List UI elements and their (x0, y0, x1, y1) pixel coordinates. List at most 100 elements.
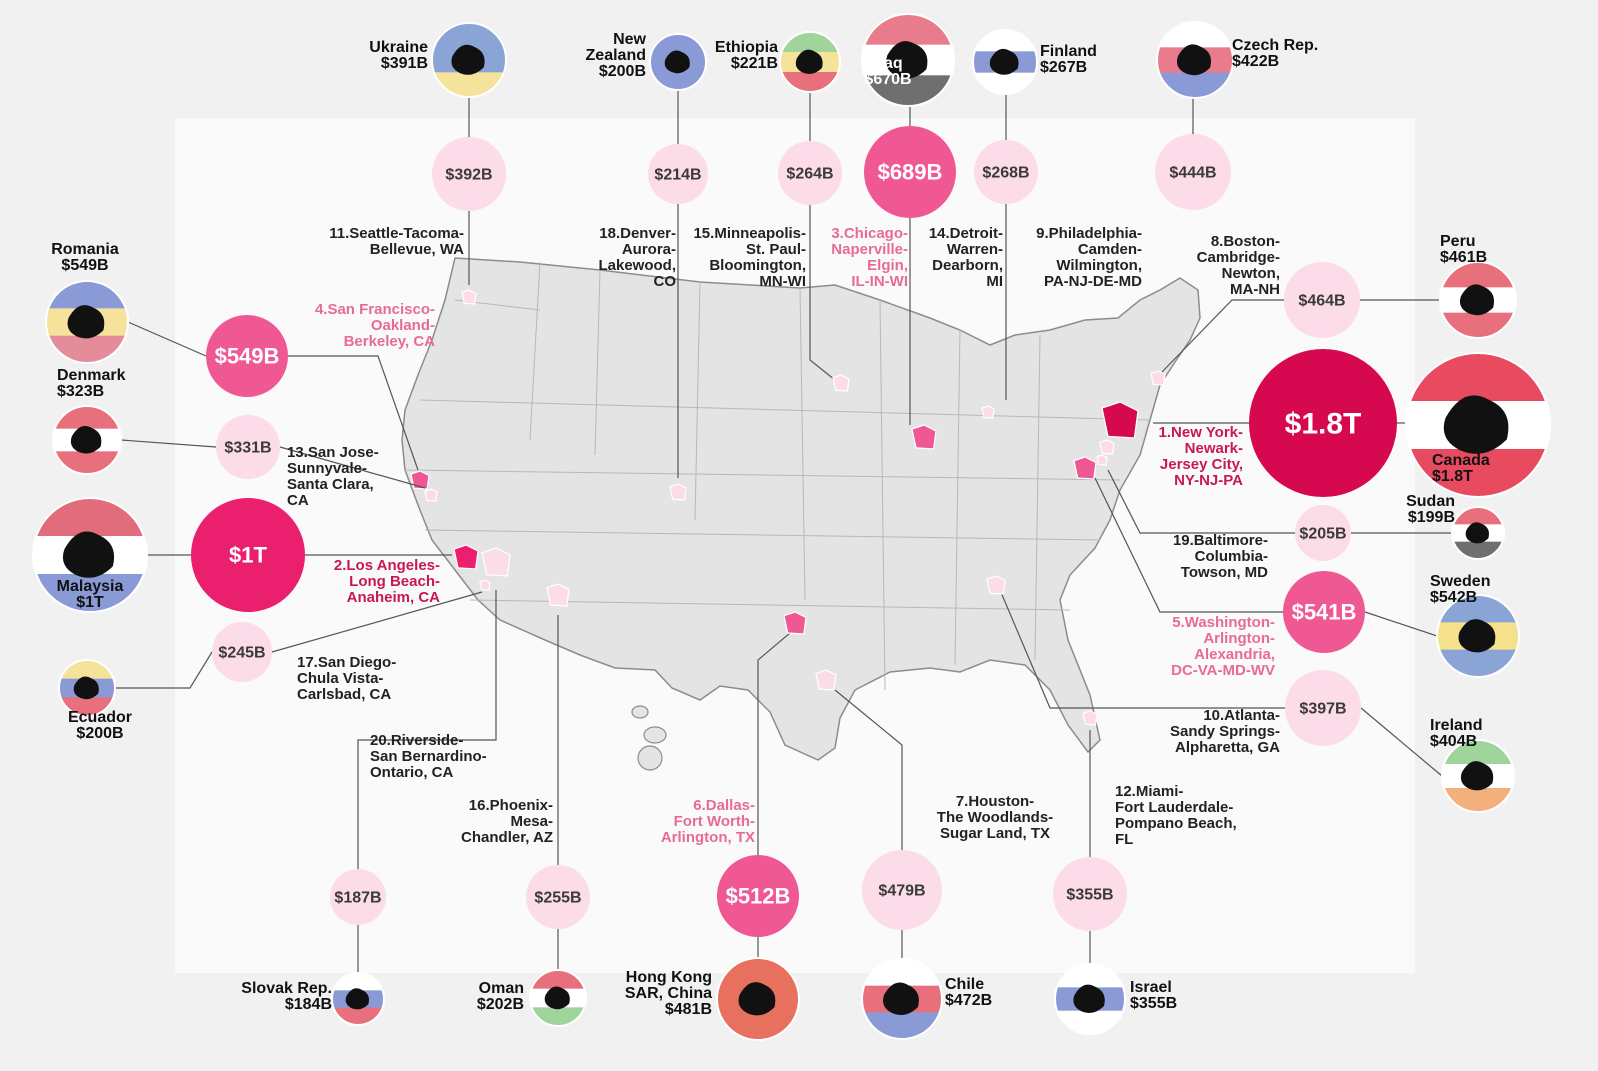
metro-area-marker[interactable] (481, 547, 511, 577)
country-flag-peru-flag[interactable] (1439, 261, 1517, 339)
country-silhouette (664, 50, 690, 74)
country-label: Slovak Rep. $184B (241, 980, 332, 1013)
country-silhouette (883, 982, 919, 1015)
country-flag-malaysia-flag[interactable] (32, 497, 148, 613)
metro-name-label: 11.Seattle-Tacoma-Bellevue, WA (329, 225, 464, 258)
metro-detroit: $268B Finland $267B 14.Detroit-Warren-Dearb… (929, 29, 1097, 419)
country-flag-denmark-flag[interactable] (52, 405, 122, 475)
country-flag-new-zealand-flag[interactable] (649, 33, 707, 91)
gdp-value: $464B (1298, 293, 1345, 310)
gdp-bubble[interactable] (778, 141, 842, 205)
gdp-bubble[interactable] (216, 415, 280, 479)
country-flag-israel-flag[interactable] (1054, 963, 1126, 1035)
metro-name-label: 7.Houston-The Woodlands-Sugar Land, TX (937, 793, 1053, 842)
country-flag-canada-flag[interactable] (1405, 352, 1551, 498)
country-flag-ethiopia-flag[interactable] (779, 31, 841, 93)
gdp-bubble[interactable] (330, 869, 386, 925)
gdp-bubble[interactable] (212, 622, 272, 682)
gdp-bubble[interactable] (648, 144, 708, 204)
metro-area-marker[interactable] (1073, 456, 1097, 480)
metro-name-label: 18.Denver-Aurora-Lakewood, CO (598, 225, 676, 290)
gdp-bubble[interactable] (1053, 857, 1127, 931)
metro-area-marker[interactable] (479, 579, 491, 591)
gdp-bubble[interactable] (432, 137, 506, 211)
gdp-bubble[interactable] (1249, 349, 1397, 497)
metro-name-label: 10.Atlanta-Sandy Springs-Alpharetta, GA (1170, 707, 1280, 756)
country-silhouette (70, 426, 102, 454)
gdp-bubble[interactable] (1284, 262, 1360, 338)
gdp-value: $214B (654, 167, 701, 184)
flag-connector-line (1364, 611, 1438, 637)
metro-name-label: 13.San Jose-Sunnyvale-Santa Clara, CA (287, 444, 379, 509)
country-flag-romania-flag[interactable] (45, 280, 129, 364)
country-flag-chile-flag[interactable] (861, 958, 943, 1040)
metro-area-marker[interactable] (815, 669, 837, 691)
metro-area-marker[interactable] (669, 483, 687, 501)
metro-area-marker[interactable] (1082, 710, 1098, 726)
metro-area-marker[interactable] (424, 488, 438, 502)
country-silhouette (62, 531, 115, 578)
ecuador-flag-stripes (59, 660, 115, 716)
flag-connector-line (127, 321, 207, 357)
country-flag-ecuador-flag[interactable] (58, 659, 116, 717)
sudan-flag-stripes (1452, 507, 1504, 559)
gdp-value: $1.8T (1285, 408, 1362, 441)
metro-baltimore: $205B Sudan $199B 19.Baltimore-Columbia-Tow… (1096, 454, 1505, 581)
country-label: Iraq $670B (864, 55, 911, 88)
country-flag-finland-flag[interactable] (972, 29, 1038, 95)
metro-name-label: 12.Miami-Fort Lauderdale-Pompano Beach, F… (1115, 783, 1237, 848)
gdp-bubble[interactable] (191, 498, 305, 612)
metro-name-label: 16.Phoenix-Mesa-Chandler, AZ (461, 797, 553, 846)
metro-area-marker[interactable] (410, 470, 430, 490)
metro-area-marker[interactable] (832, 374, 850, 392)
metro-name-label: 8.Boston-Cambridge-Newton, MA-NH (1197, 233, 1280, 298)
country-flag-sudan-flag[interactable] (1451, 506, 1505, 560)
flag-connector-line (1360, 707, 1443, 777)
metro-area-marker[interactable] (461, 289, 477, 305)
gdp-bubble[interactable] (974, 140, 1038, 204)
connector-line (115, 651, 213, 689)
country-label: Ukraine $391B (369, 39, 428, 72)
metro-area-marker[interactable] (911, 424, 937, 450)
flag-connector-line (279, 446, 426, 489)
country-flag-slovakia-flag[interactable] (331, 972, 385, 1026)
country-flag-ireland-flag[interactable] (1441, 739, 1515, 813)
metro-area-marker[interactable] (1150, 370, 1166, 386)
metro-riverside: $187B Slovak Rep. $184B 20.Riverside-San Be… (241, 547, 511, 1026)
metro-area-marker[interactable] (1099, 439, 1115, 455)
gdp-value: $549B (215, 344, 280, 369)
metro-philadelphia: $444B Czech Rep. $422B 9.Philadelphia-Camde… (1036, 21, 1318, 455)
country-silhouette (886, 41, 928, 79)
country-flag-ukraine-flag[interactable] (431, 22, 507, 98)
metro-area-marker[interactable] (1096, 454, 1108, 466)
country-flag-oman-flag[interactable] (529, 969, 587, 1027)
gdp-bubble[interactable] (717, 855, 799, 937)
metro-name-label: 6.Dallas-Fort Worth-Arlington, TX (661, 797, 755, 846)
metro-name-label: 17.San Diego-Chula Vista-Carlsbad, CA (297, 654, 396, 703)
country-flag-czech-flag[interactable] (1156, 21, 1234, 99)
gdp-bubble[interactable] (1295, 505, 1351, 561)
metro-area-marker[interactable] (783, 611, 807, 635)
country-label: Chile $472B (945, 976, 992, 1009)
connector-line (1161, 299, 1284, 373)
connector-line (120, 439, 217, 448)
metro-name-label: 9.Philadelphia-Camden-Wilmington, PA-NJ-D… (1036, 225, 1142, 290)
metro-area-marker[interactable] (1101, 401, 1139, 439)
gdp-value: $264B (786, 166, 833, 183)
metro-name-label: 19.Baltimore-Columbia-Towson, MD (1173, 532, 1268, 581)
gdp-bubble[interactable] (206, 315, 288, 397)
metro-area-marker[interactable] (981, 405, 995, 419)
metro-name-label: 2.Los Angeles-Long Beach-Anaheim, CA (334, 557, 440, 606)
gdp-bubble[interactable] (1283, 571, 1365, 653)
gdp-bubble[interactable] (1285, 670, 1361, 746)
gdp-bubble[interactable] (526, 865, 590, 929)
metro-area-marker[interactable] (986, 575, 1006, 595)
gdp-bubble[interactable] (864, 126, 956, 218)
metro-area-marker[interactable] (546, 583, 570, 607)
gdp-bubble[interactable] (862, 850, 942, 930)
country-flag-sweden-flag[interactable] (1436, 594, 1520, 678)
gdp-bubble[interactable] (1155, 134, 1231, 210)
country-flag-hong-kong-flag[interactable] (716, 957, 800, 1041)
country-silhouette (1465, 522, 1489, 544)
metro-area-marker[interactable] (453, 544, 479, 570)
